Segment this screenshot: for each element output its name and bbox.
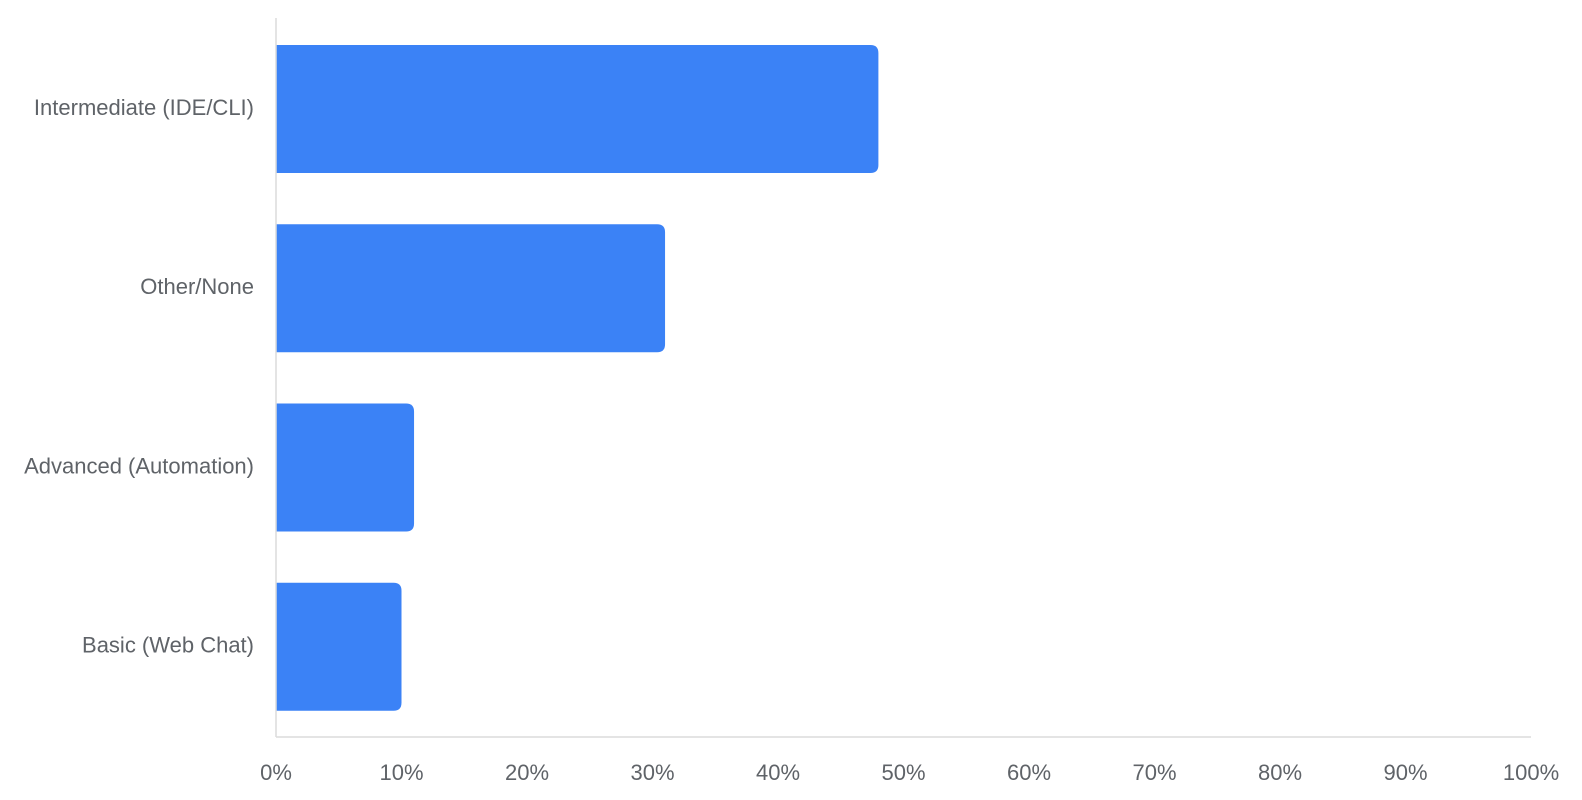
bar — [276, 45, 879, 173]
x-tick-label: 60% — [1007, 760, 1051, 785]
category-label: Basic (Web Chat) — [82, 633, 254, 658]
x-tick-label: 80% — [1258, 760, 1302, 785]
x-tick-label: 30% — [630, 760, 674, 785]
x-tick-label: 70% — [1132, 760, 1176, 785]
bar — [276, 403, 415, 532]
x-tick-label: 10% — [379, 760, 423, 785]
x-tick-label: 50% — [881, 760, 925, 785]
bar — [276, 224, 666, 353]
category-label: Other/None — [140, 274, 254, 299]
bar — [276, 582, 402, 711]
x-tick-labels: 0% 10% 20% 30% 40% 50% 60% 70% 80% 90% 100% — [260, 760, 1559, 785]
bars-group — [276, 45, 879, 711]
x-tick-label: 20% — [505, 760, 549, 785]
x-tick-label: 0% — [260, 760, 292, 785]
category-labels: Intermediate (IDE/CLI) Other/None Advanced… — [24, 95, 254, 658]
category-label: Intermediate (IDE/CLI) — [34, 95, 254, 120]
x-tick-label: 100% — [1503, 760, 1559, 785]
category-label: Advanced (Automation) — [24, 453, 254, 478]
x-tick-label: 40% — [756, 760, 800, 785]
x-tick-label: 90% — [1383, 760, 1427, 785]
